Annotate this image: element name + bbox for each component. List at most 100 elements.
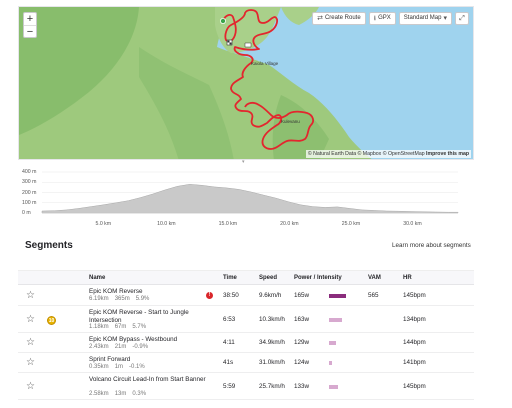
create-route-button[interactable]: ⇄ Create Route xyxy=(312,12,366,25)
segment-speed: 31.0km/h xyxy=(259,359,285,366)
alert-icon[interactable]: ! xyxy=(206,292,213,299)
y-tick-label: 100 m xyxy=(22,199,37,206)
star-icon[interactable]: ☆ xyxy=(26,357,35,368)
intensity-bar xyxy=(329,385,338,389)
segment-distance: 2.58km xyxy=(89,391,109,397)
segment-hr: 145bpm xyxy=(403,383,426,390)
intensity-bar xyxy=(329,294,346,298)
header-power[interactable]: Power / Intensity xyxy=(294,275,342,281)
download-icon: ⭳ xyxy=(373,15,377,22)
segment-speed: 25.7km/h xyxy=(259,383,285,390)
map-canvas xyxy=(19,7,372,159)
table-row[interactable]: ☆ 10 Epic KOM Reverse - Start to Jungle In… xyxy=(18,306,474,333)
segment-speed: 34.9km/h xyxy=(259,339,285,346)
segment-distance: 1.18km xyxy=(89,324,109,330)
table-row[interactable]: ☆ Epic KOM Reverse 6.19km 365m 5.9%! 38:50 9.6… xyxy=(18,285,474,306)
segment-vam: 565 xyxy=(368,292,379,299)
segment-name-link[interactable]: Volcano Circuit Lead-In from Start Banne… xyxy=(89,376,206,383)
route-map[interactable]: + − ⇄ Create Route ⭳ GPX Standard Map ▾ … xyxy=(18,6,474,160)
header-hr[interactable]: HR xyxy=(403,275,412,281)
segment-grade: -0.9% xyxy=(132,344,149,350)
segment-time: 38:50 xyxy=(223,292,239,299)
expand-icon: ⤢ xyxy=(459,15,465,22)
caret-down-icon: ▾ xyxy=(443,15,447,22)
map-attribution: © Natural Earth Data © Mapbox © OpenStre… xyxy=(305,150,471,158)
segment-stats: 2.43km 21m -0.9% xyxy=(89,344,154,350)
segment-elevation: 21m xyxy=(114,344,127,350)
segment-hr: 134bpm xyxy=(403,316,426,323)
map-label-place-1: Kaiola Village xyxy=(251,61,279,66)
segment-grade: 5.7% xyxy=(132,324,147,330)
create-route-label: Create Route xyxy=(324,15,361,21)
segment-grade: 5.9% xyxy=(135,296,150,302)
header-name[interactable]: Name xyxy=(89,275,106,281)
map-collapse-handle[interactable]: ▾ xyxy=(242,159,245,165)
gpx-label: GPX xyxy=(378,15,391,21)
segment-grade: 0.3% xyxy=(132,391,147,397)
improve-map-link[interactable]: Improve this map xyxy=(426,151,469,157)
map-style-select[interactable]: Standard Map ▾ xyxy=(398,12,452,25)
star-icon[interactable]: ☆ xyxy=(26,314,35,325)
segment-elevation: 13m xyxy=(114,391,127,397)
segment-grade: -0.1% xyxy=(129,364,145,370)
segment-distance: 0.35km xyxy=(89,364,109,370)
table-header: Name Time Speed Power / Intensity VAM HR xyxy=(18,270,474,285)
segment-name-link[interactable]: Sprint Forward xyxy=(89,356,131,363)
map-toolbar: ⇄ Create Route ⭳ GPX Standard Map ▾ ⤢ xyxy=(312,12,469,25)
table-row[interactable]: ☆ Epic KOM Bypass - Westbound 2.43km 21m -0.… xyxy=(18,333,474,353)
segment-elevation: 67m xyxy=(114,324,127,330)
segment-hr: 141bpm xyxy=(403,359,426,366)
gpx-button[interactable]: ⭳ GPX xyxy=(368,12,396,25)
elevation-area xyxy=(41,184,459,214)
x-tick-label: 25.0 km xyxy=(341,221,361,227)
segment-time: 41s xyxy=(223,359,234,366)
segment-name-link[interactable]: Epic KOM Reverse xyxy=(89,288,143,295)
x-tick-label: 30.0 km xyxy=(403,221,422,227)
finish-marker xyxy=(226,39,233,46)
segment-distance: 6.19km xyxy=(89,296,109,302)
segment-stats: 2.58km 13m 0.3% xyxy=(89,391,152,397)
intensity-bar xyxy=(329,318,342,322)
table-row[interactable]: ☆ Sprint Forward 0.35km 1m -0.1% 41s 31.0km/h 1… xyxy=(18,353,474,373)
x-tick-label: 20.0 km xyxy=(280,221,299,227)
segment-time: 4:11 xyxy=(223,339,235,346)
segment-hr: 144bpm xyxy=(403,339,426,346)
header-speed[interactable]: Speed xyxy=(259,275,278,281)
segments-table: Name Time Speed Power / Intensity VAM HR… xyxy=(18,270,474,400)
header-vam[interactable]: VAM xyxy=(368,275,381,281)
segment-name-link[interactable]: Epic KOM Bypass - Westbound xyxy=(89,336,178,343)
y-tick-label: 300 m xyxy=(22,179,37,186)
map-label-place-2: Kulevanu xyxy=(281,119,300,124)
y-tick-label: 0 m xyxy=(22,210,31,216)
star-icon[interactable]: ☆ xyxy=(26,290,35,301)
segments-title: Segments xyxy=(25,240,73,251)
route-icon: ⇄ xyxy=(317,15,323,22)
segment-stats: 1.18km 67m 5.7% xyxy=(89,324,152,330)
learn-more-link[interactable]: Learn more about segments xyxy=(392,242,471,249)
star-icon[interactable]: ☆ xyxy=(26,381,35,392)
intensity-bar xyxy=(329,361,332,365)
segment-elevation: 365m xyxy=(114,296,130,302)
medal-icon: 10 xyxy=(47,316,56,325)
segment-power: 124w xyxy=(294,359,310,366)
elevation-plot xyxy=(41,171,459,214)
zoom-out-button[interactable]: − xyxy=(24,25,36,38)
segment-power: 129w xyxy=(294,339,310,346)
header-time[interactable]: Time xyxy=(223,275,237,281)
table-row[interactable]: ☆ Volcano Circuit Lead-In from Start Bann… xyxy=(18,373,474,400)
segment-power: 165w xyxy=(294,292,310,299)
segment-name-link[interactable]: Epic KOM Reverse - Start to Jungle Inter… xyxy=(89,309,189,324)
intensity-bar xyxy=(329,341,336,345)
route-line xyxy=(222,9,314,150)
fullscreen-button[interactable]: ⤢ xyxy=(455,12,469,25)
elevation-chart[interactable]: 400 m 300 m 200 m 100 m 0 m 5.0 km 10.0 km 15.… xyxy=(18,166,474,232)
segment-hr: 145bpm xyxy=(403,292,426,299)
segment-power: 163w xyxy=(294,316,310,323)
x-tick-label: 15.0 km xyxy=(218,221,238,227)
segment-stats: 0.35km 1m -0.1% xyxy=(89,364,151,370)
start-marker xyxy=(219,17,226,24)
zoom-in-button[interactable]: + xyxy=(26,13,34,25)
x-tick-label: 5.0 km xyxy=(95,221,112,227)
segment-elevation: 1m xyxy=(114,364,124,370)
star-icon[interactable]: ☆ xyxy=(26,337,35,348)
